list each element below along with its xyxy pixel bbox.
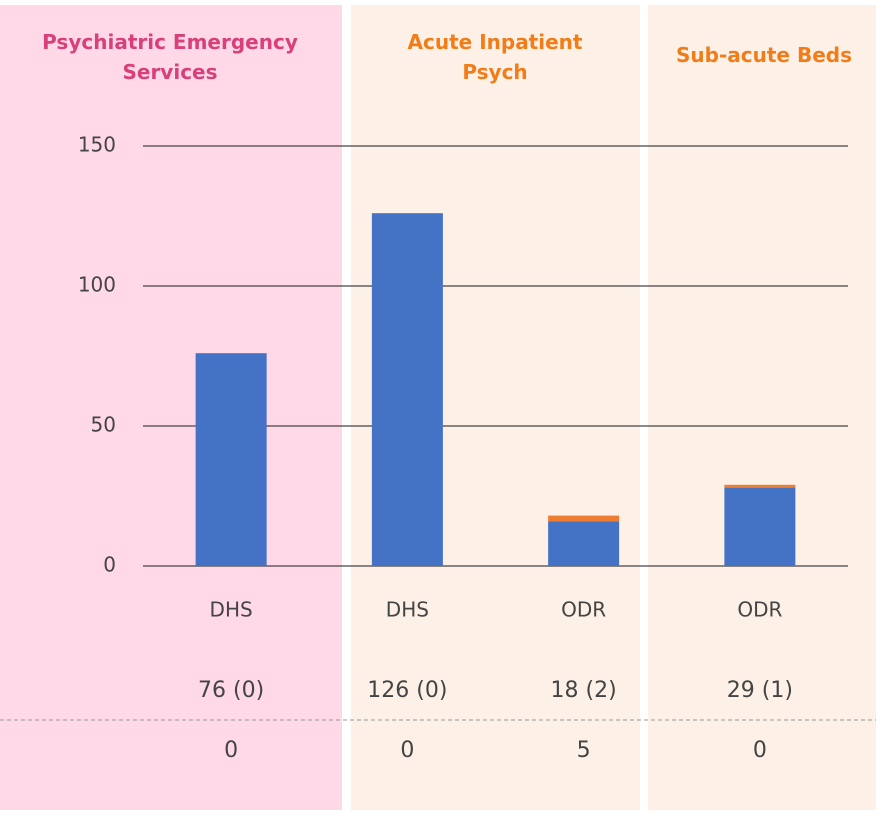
y-tick-label: 0 [103,553,116,577]
bar-segment [548,521,620,566]
y-tick-label: 50 [91,413,116,437]
bar-segment [724,487,796,566]
bar-segment [371,213,443,566]
panel [0,5,342,810]
table-cell: 0 [400,738,414,763]
y-tick-label: 150 [78,133,116,157]
x-tick-label: ODR [737,598,782,622]
table-cell: 5 [577,738,591,763]
panel [648,5,876,810]
bar-segment [724,484,796,488]
table-cell: 29 (1) [727,678,793,703]
table-cell: 18 (2) [551,678,617,703]
table-cell: 0 [753,738,767,763]
x-tick-label: DHS [210,598,253,622]
panel-title: Psychiatric Emergency Services [42,30,298,84]
bar-segment [548,515,620,522]
table-cell: 0 [224,738,238,763]
y-tick-label: 100 [78,273,116,297]
panel-title: Sub-acute Beds [676,43,852,67]
bar-segment [195,353,267,566]
x-tick-label: DHS [386,598,429,622]
x-tick-label: ODR [561,598,606,622]
table-cell: 126 (0) [367,678,447,703]
table-cell: 76 (0) [198,678,264,703]
panel-title: Acute Inpatient Psych [407,30,583,84]
